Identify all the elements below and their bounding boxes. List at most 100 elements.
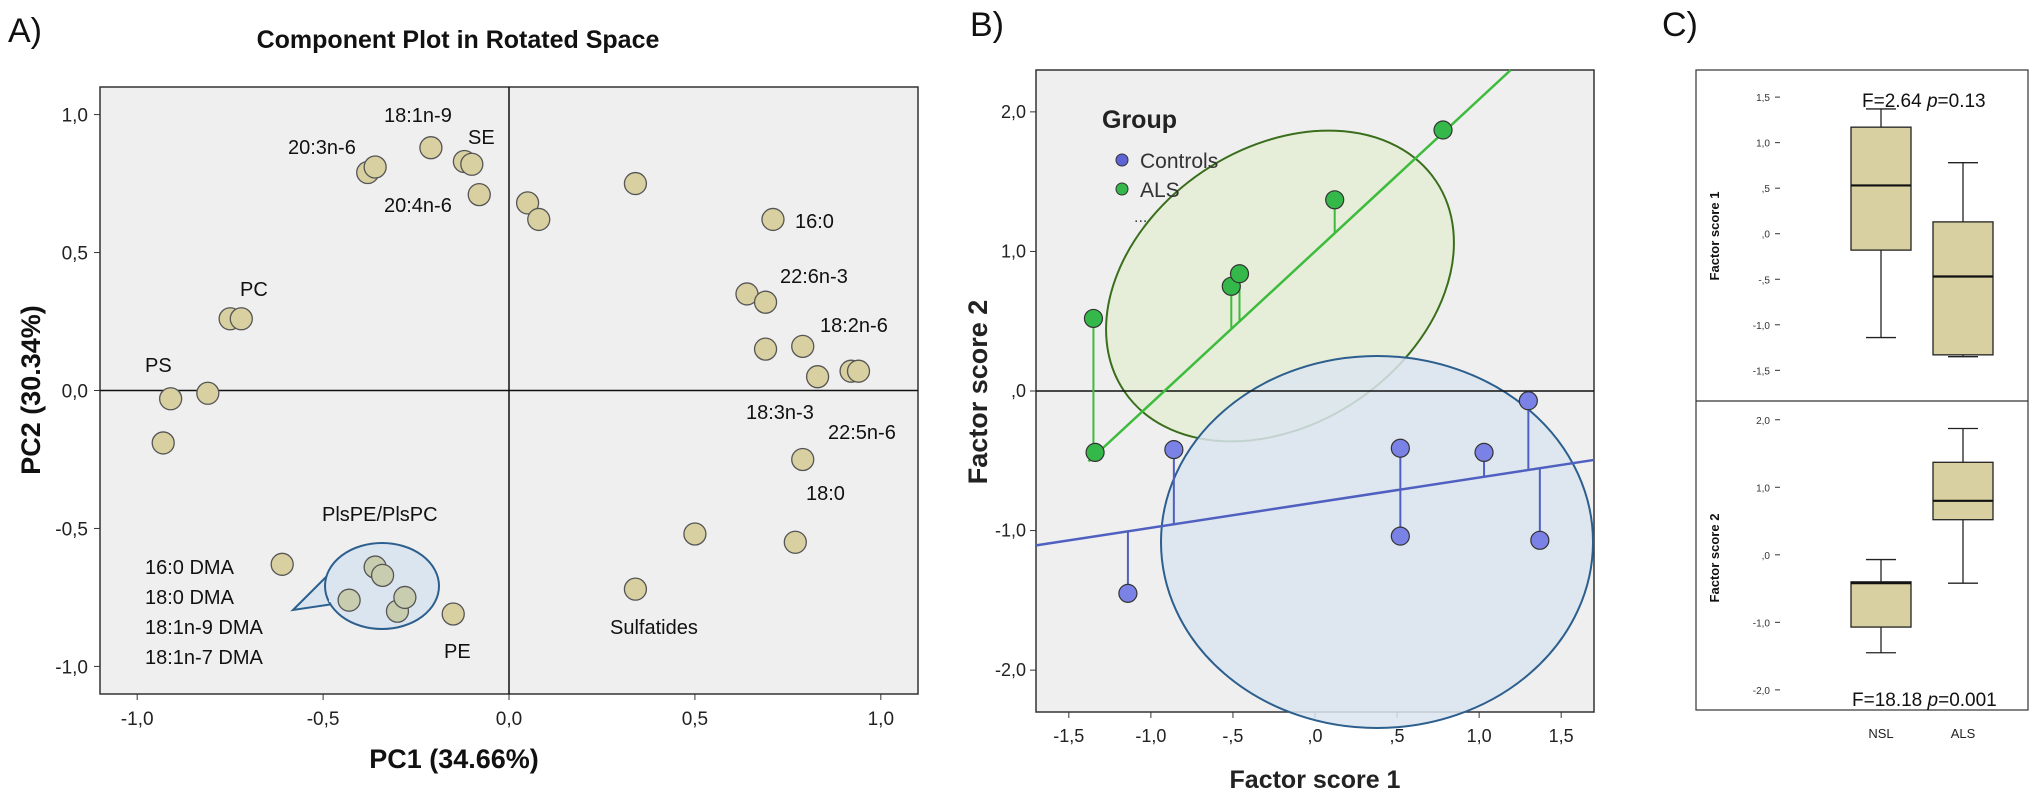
- panel-a: A) Component Plot in Rotated Space -1,0-…: [8, 12, 919, 774]
- chart-a-point: [753, 290, 778, 314]
- chart-b-ytick-label: -2,0: [995, 660, 1026, 680]
- panel-a-label: A): [8, 12, 42, 50]
- chart-c-top-nsl-box: [1850, 126, 1912, 251]
- label-se: SE: [468, 127, 495, 149]
- stat-bottom-p: p: [1927, 690, 1939, 711]
- chart-a-point: [791, 334, 815, 359]
- chart-c-bottom-ylabel: Factor score 2: [1707, 514, 1722, 603]
- chart-a-point: [441, 602, 465, 626]
- chart-a-point: [229, 307, 253, 331]
- chart-c-bottom-nsl-box: [1850, 581, 1912, 628]
- chart-a-ytick-label: 0,5: [62, 244, 88, 265]
- chart-c-top-ylabel: Factor score 1: [1707, 192, 1722, 281]
- label-18-1n9-dma: 18:1n-9 DMA: [145, 617, 263, 639]
- chart-c-bottom-stat: F=18.18 p=0.001: [1852, 690, 1997, 711]
- chart-c-top-stat: F=2.64 p=0.13: [1862, 91, 1986, 112]
- chart-b-ytick-label: -1,0: [995, 521, 1026, 541]
- chart-c-top-panel: -1,5 -1,0 -,5 ,0 ,5 1,0 1,5: [1753, 93, 1994, 377]
- label-22-5n6: 22:5n-6: [828, 422, 896, 444]
- chart-c-bottom-als-box: [1932, 461, 1994, 521]
- chart-a-xtick-label: 1,0: [868, 709, 894, 730]
- controls-point: [1118, 583, 1138, 603]
- chart-c-category-label: ALS: [1951, 726, 1976, 741]
- controls-point: [1164, 440, 1184, 460]
- chart-a-point: [363, 155, 387, 179]
- label-18-0-dma: 18:0 DMA: [145, 587, 235, 609]
- controls-point: [1474, 442, 1494, 463]
- chart-a-ytick-label: 1,0: [62, 106, 88, 127]
- chart-c-top-ytick-label: ,5: [1762, 184, 1771, 195]
- chart-a-point: [805, 365, 830, 389]
- chart-a-xlabel: PC1 (34.66%): [369, 744, 539, 774]
- chart-b-drop-lines: [1092, 130, 1541, 594]
- chart-a-point: [196, 381, 220, 405]
- panel-c: C) -1,5 -1,0 -,5 ,0 ,5 1,0 1,5 -2,0 -1,0 ,0 1,0 2,…: [1662, 6, 2029, 741]
- chart-a-point: [761, 207, 785, 232]
- label-pe: PE: [444, 641, 471, 663]
- chart-a-point: [515, 191, 540, 215]
- chart-a-bubble-point: [370, 563, 395, 588]
- chart-a-point: [467, 182, 491, 207]
- controls-point: [1530, 530, 1550, 550]
- label-18-2n6: 18:2n-6: [820, 315, 888, 337]
- chart-a-xtick-label: 0,5: [682, 709, 708, 730]
- chart-a-bubble-point: [393, 585, 417, 610]
- chart-b-xtick-label: -1,5: [1053, 726, 1084, 746]
- chart-b-xtick-label: ,0: [1307, 726, 1322, 746]
- chart-a-point: [270, 552, 294, 576]
- panel-c-label: C): [1662, 6, 1698, 44]
- chart-a-point: [158, 387, 183, 411]
- controls-point: [1390, 526, 1410, 546]
- chart-a-point-labels: 18:1n-9 20:3n-6 SE 20:4n-6 16:0 22:6n-3 …: [145, 105, 896, 669]
- chart-a-point: [791, 447, 815, 472]
- chart-a-point: [623, 577, 648, 601]
- label-20-4n6: 20:4n-6: [384, 195, 452, 217]
- label-18-1n9: 18:1n-9: [384, 105, 452, 127]
- chart-a-ytick-label: -1,0: [55, 657, 88, 678]
- chart-a-point: [753, 337, 778, 361]
- chart-b-legend: Group Controls ALS ...: [1102, 106, 1218, 226]
- chart-c-bottom-panel: -2,0 -1,0 ,0 1,0 2,0: [1753, 416, 1994, 697]
- chart-b-ytick-label: 1,0: [1001, 241, 1026, 261]
- chart-a-ytick-label: 0,0: [62, 382, 88, 403]
- label-18-3n3: 18:3n-3: [746, 402, 814, 424]
- label-18-1n7-dma: 18:1n-7 DMA: [145, 647, 263, 669]
- controls-point: [1390, 438, 1410, 458]
- chart-c-bottom-ytick-label: -1,0: [1753, 618, 1771, 629]
- stat-top-suffix: =0.13: [1938, 91, 1986, 112]
- chart-c-top-ytick-label: 1,0: [1756, 139, 1770, 150]
- chart-c-bottom-ytick-label: 2,0: [1756, 416, 1770, 427]
- label-18-0: 18:0: [806, 483, 845, 505]
- legend-title: Group: [1102, 106, 1177, 134]
- chart-a-points: [151, 136, 871, 626]
- chart-b-xtick-label: ,5: [1390, 726, 1405, 746]
- chart-a-ylabel: PC2 (30.34%): [16, 305, 46, 475]
- controls-point: [1518, 391, 1538, 411]
- label-sulfatides: Sulfatides: [610, 617, 698, 639]
- label-ps: PS: [145, 355, 172, 377]
- als-point: [1083, 308, 1104, 329]
- label-22-6n3: 22:6n-3: [780, 266, 848, 288]
- chart-a-point: [846, 359, 871, 383]
- label-plspe-plspc: PlsPE/PlsPC: [322, 504, 438, 526]
- chart-c-bottom-ytick-label: ,0: [1762, 551, 1771, 562]
- label-20-3n6: 20:3n-6: [288, 137, 356, 159]
- stat-top-p: p: [1926, 91, 1938, 112]
- chart-c-top-ytick-label: -1,5: [1753, 366, 1771, 377]
- chart-a-bubble-points: [337, 555, 417, 623]
- chart-a-ytick-label: -0,5: [55, 519, 88, 540]
- chart-a-point: [151, 431, 175, 455]
- controls-fit-line: [1035, 458, 1595, 547]
- chart-b-points: [1083, 120, 1550, 603]
- chart-a-point: [783, 530, 807, 554]
- als-point: [1433, 120, 1453, 140]
- chart-b-xtick-label: -,5: [1222, 726, 1243, 746]
- chart-c-top-als-box: [1932, 221, 1994, 356]
- als-point: [1229, 264, 1250, 284]
- chart-b-ylabel: Factor score 2: [963, 300, 993, 485]
- chart-a-point: [527, 207, 551, 232]
- chart-c-bottom-ytick-label: 1,0: [1756, 483, 1770, 494]
- chart-b-xtick-label: -1,0: [1135, 726, 1166, 746]
- chart-b-ticks: -1,5 -1,0 -,5 ,0 ,5 1,0 1,5 -2,0 -1,0 ,0 1,0 2,0: [995, 102, 1574, 746]
- chart-c-top-ytick-label: -,5: [1758, 275, 1770, 286]
